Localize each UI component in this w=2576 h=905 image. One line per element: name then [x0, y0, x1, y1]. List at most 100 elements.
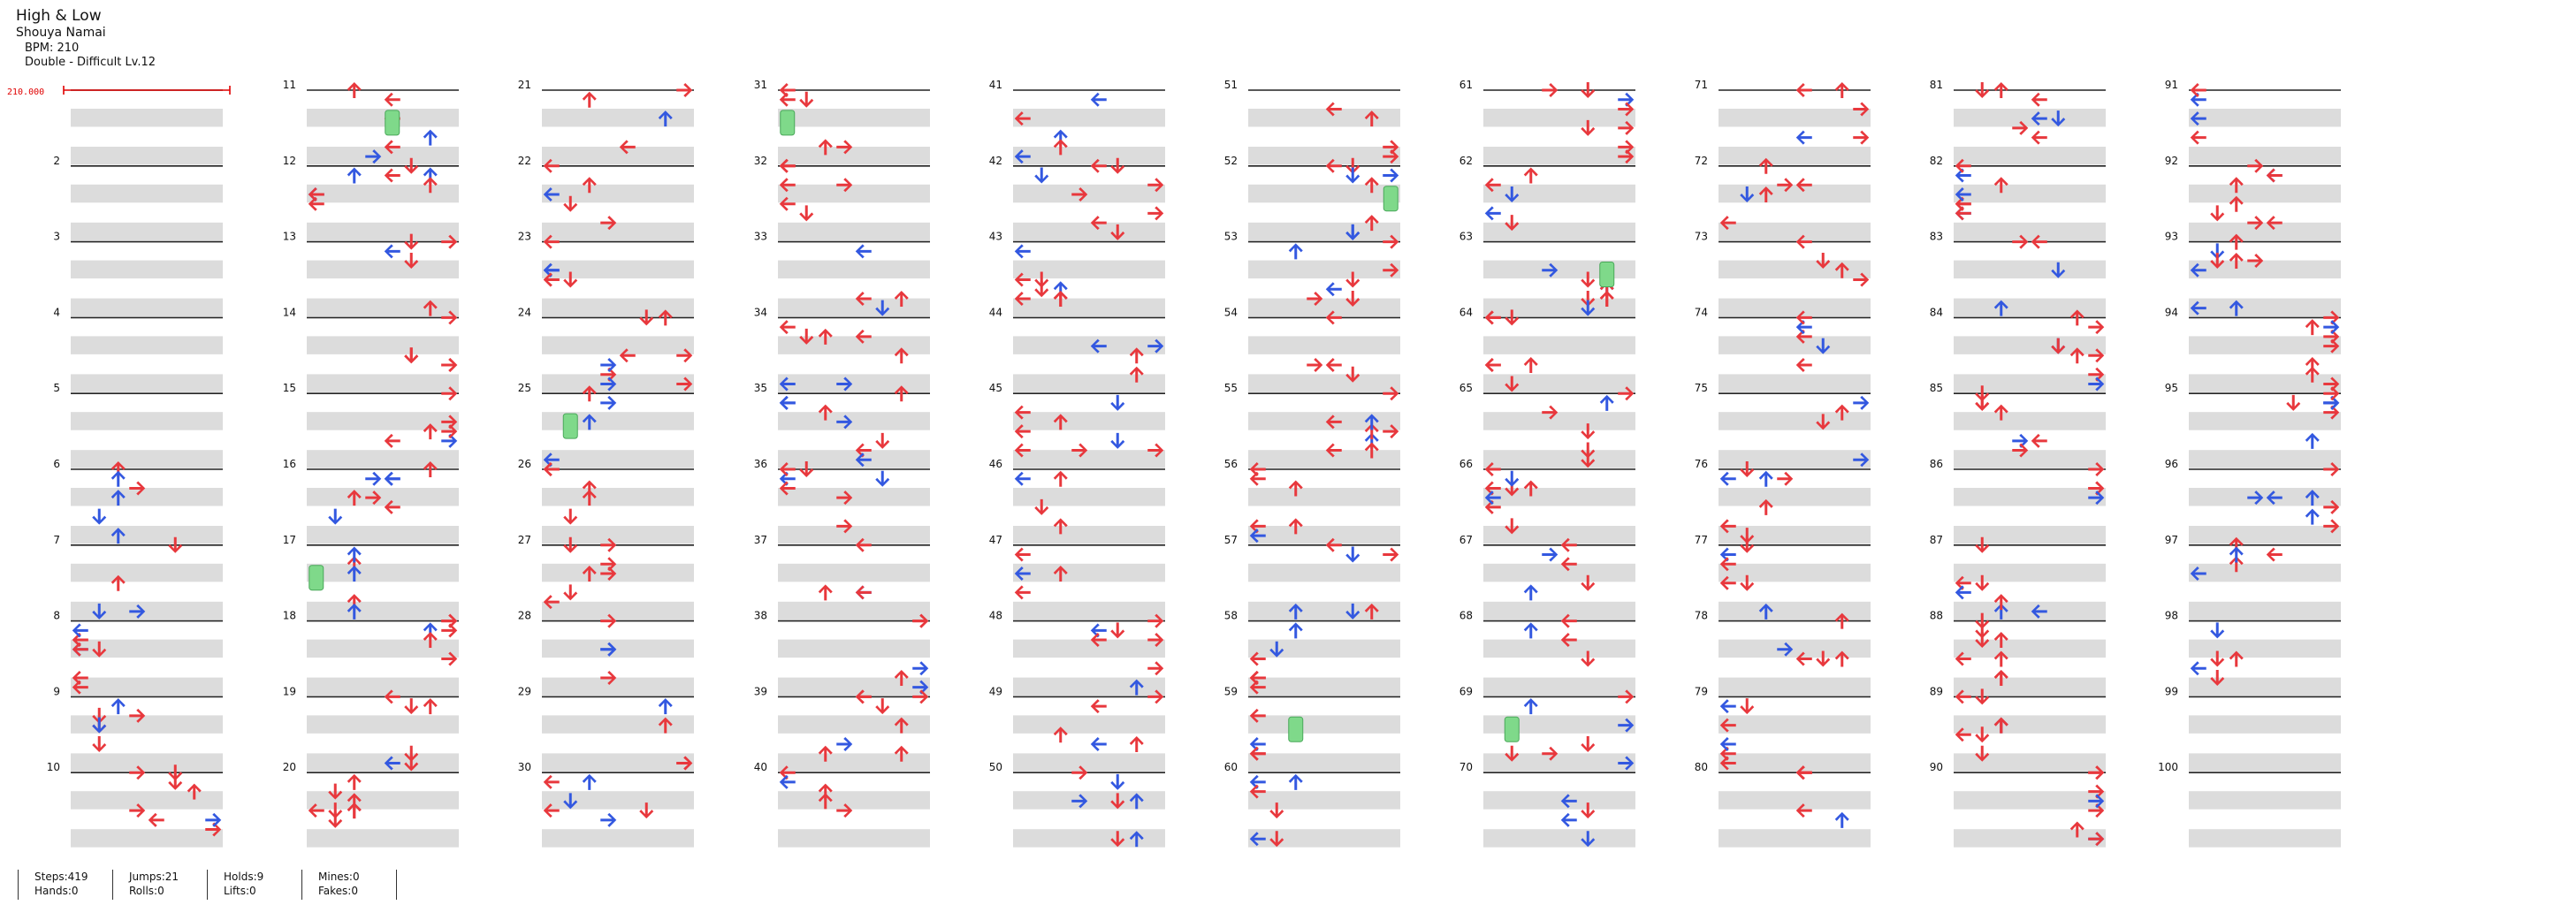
arrow-note: [1129, 366, 1144, 383]
arrow-note: [2088, 320, 2105, 335]
beat-band: [1248, 639, 1400, 658]
arrow-note: [1090, 633, 1107, 648]
measure-number: 89: [1930, 685, 1943, 697]
beat-band: [1719, 601, 1871, 620]
measure-number: 49: [989, 685, 1002, 697]
arrow-note: [543, 234, 560, 249]
arrow-note: [600, 376, 617, 392]
arrow-note: [563, 271, 578, 288]
arrow-note: [1345, 224, 1360, 240]
arrow-note: [423, 167, 438, 184]
beat-band: [778, 864, 930, 866]
arrow-note: [1523, 357, 1538, 374]
beat-band: [1248, 791, 1400, 810]
arrow-note: [894, 290, 909, 307]
measure-number: 60: [1224, 761, 1238, 773]
arrow-note: [1853, 102, 1870, 117]
arrow-note: [2229, 195, 2244, 212]
arrow-note: [1053, 518, 1068, 535]
arrow-note: [347, 82, 362, 98]
arrow-note: [384, 471, 400, 486]
measure-number: 56: [1224, 458, 1238, 470]
arrow-note: [2305, 432, 2320, 449]
beat-band: [1719, 677, 1871, 696]
beat-band: [2189, 563, 2341, 582]
arrow-note: [1523, 167, 1538, 184]
arrow-note: [347, 490, 362, 506]
beat-band: [71, 298, 223, 317]
beat-band: [1248, 109, 1400, 127]
arrow-note: [836, 803, 853, 818]
arrow-note: [2190, 83, 2206, 97]
arrow-note: [2190, 262, 2206, 278]
arrow-note: [1993, 300, 2008, 316]
arrow-note: [1325, 443, 1342, 458]
beat-band: [1483, 374, 1635, 392]
arrow-note: [2323, 405, 2340, 420]
arrow-note: [2012, 120, 2029, 135]
beat-band: [1954, 791, 2106, 810]
arrow-note: [1542, 547, 1559, 562]
arrow-note: [205, 812, 222, 827]
stat-holds: Holds:9: [224, 871, 264, 883]
arrow-note: [1816, 253, 1831, 270]
arrow-note: [1505, 309, 1520, 326]
measure-number: 17: [283, 534, 296, 546]
arrow-note: [2069, 821, 2084, 838]
arrow-note: [2088, 832, 2105, 847]
beat-band: [542, 336, 694, 354]
beat-band: [2189, 374, 2341, 392]
beat-band: [1483, 298, 1635, 317]
arrow-note: [1071, 186, 1088, 202]
arrow-note: [347, 565, 362, 582]
arrow-note: [676, 756, 693, 771]
arrow-note: [2229, 546, 2244, 563]
beat-band: [2189, 864, 2341, 866]
beat-band: [1248, 601, 1400, 620]
arrow-note: [2266, 547, 2283, 562]
arrow-note: [441, 234, 458, 249]
beat-band: [1719, 374, 1871, 392]
beat-band: [1248, 184, 1400, 203]
arrow-note: [328, 783, 343, 800]
arrow-note: [1975, 726, 1990, 743]
arrow-note: [855, 244, 872, 259]
arrow-note: [2229, 177, 2244, 194]
measure-number: 25: [518, 382, 531, 394]
arrow-note: [1484, 462, 1501, 476]
arrow-note: [1618, 140, 1635, 155]
arrow-note: [72, 623, 88, 638]
arrow-note: [1364, 110, 1379, 127]
arrow-note: [1618, 92, 1635, 107]
arrow-note: [205, 822, 222, 837]
arrow-note: [600, 358, 617, 373]
arrow-note: [1071, 794, 1088, 809]
arrow-note: [1053, 139, 1068, 156]
arrow-note: [111, 528, 126, 544]
arrow-note: [384, 689, 400, 704]
arrow-note: [543, 774, 560, 789]
measure-number: 35: [754, 382, 767, 394]
beat-band: [1013, 715, 1165, 734]
arrow-note: [1484, 178, 1501, 193]
arrow-note: [1581, 300, 1596, 316]
arrow-note: [799, 328, 814, 345]
arrow-note: [875, 698, 890, 715]
beat-band: [307, 298, 459, 317]
measure-number: 12: [283, 155, 296, 167]
arrow-note: [1288, 773, 1303, 790]
beat-band: [778, 677, 930, 696]
beat-band: [71, 791, 223, 810]
beat-band: [1483, 336, 1635, 354]
arrow-note: [1364, 603, 1379, 620]
beat-band: [542, 298, 694, 317]
beat-band: [1719, 184, 1871, 203]
arrow-note: [1993, 82, 2008, 98]
beat-band: [307, 412, 459, 430]
arrow-note: [912, 613, 929, 628]
beat-band: [307, 639, 459, 658]
beat-band: [1248, 374, 1400, 392]
arrow-note: [423, 129, 438, 146]
beat-band: [1483, 147, 1635, 165]
arrow-note: [1014, 566, 1031, 581]
